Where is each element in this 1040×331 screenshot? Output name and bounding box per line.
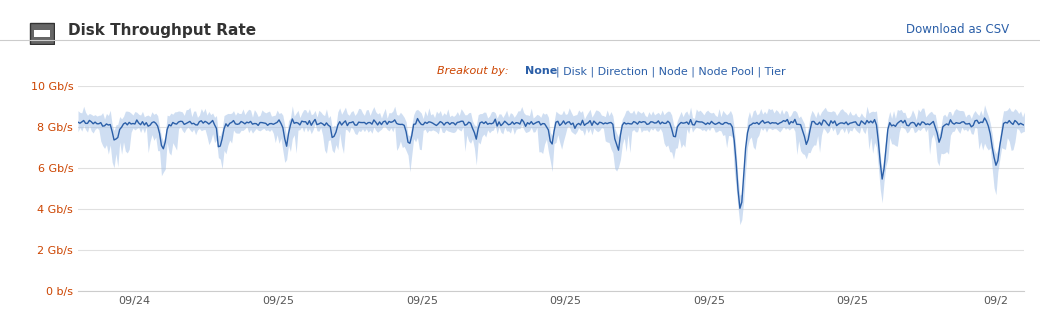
FancyBboxPatch shape (30, 23, 54, 43)
Text: Download as CSV: Download as CSV (906, 23, 1009, 36)
Text: Breakout by:: Breakout by: (437, 66, 509, 76)
Text: Disk Throughput Rate: Disk Throughput Rate (68, 23, 256, 38)
Bar (34, 29, 50, 36)
Text: | Disk | Direction | Node | Node Pool | Tier: | Disk | Direction | Node | Node Pool | … (556, 66, 786, 77)
Text: None: None (525, 66, 557, 76)
